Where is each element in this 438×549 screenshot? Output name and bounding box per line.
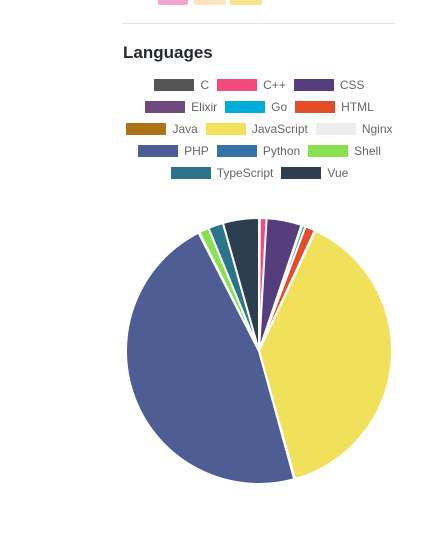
legend-label: Shell	[354, 144, 381, 158]
legend-item[interactable]: Nginx	[315, 122, 393, 136]
legend-swatch	[281, 167, 322, 179]
legend-swatch	[225, 101, 266, 113]
top-badge-strip	[130, 0, 280, 8]
section-title: Languages	[123, 43, 213, 62]
legend-swatch	[138, 145, 179, 157]
legend-item[interactable]: JavaScript	[205, 122, 308, 136]
legend-label: C++	[263, 78, 286, 92]
legend-item[interactable]: Java	[126, 122, 198, 136]
legend-swatch	[315, 123, 356, 135]
legend-label: Java	[172, 122, 198, 136]
legend-swatch	[154, 79, 195, 91]
legend-item[interactable]: Elixir	[145, 100, 217, 114]
legend-row: Elixir Go HTML	[122, 96, 397, 118]
legend-item[interactable]: PHP	[138, 144, 209, 158]
legend-label: Vue	[327, 166, 349, 180]
legend-item[interactable]: Go	[225, 100, 287, 114]
legend-swatch	[293, 79, 334, 91]
legend-item[interactable]: Vue	[281, 166, 348, 180]
legend-label: HTML	[341, 100, 374, 114]
yellow-chip	[230, 0, 262, 5]
legend-label: CSS	[339, 78, 365, 92]
legend-item[interactable]: CSS	[293, 78, 365, 92]
legend-label: Elixir	[191, 100, 218, 114]
legend-label: C	[200, 78, 210, 92]
section-divider	[122, 23, 395, 24]
legend-swatch	[216, 145, 257, 157]
legend-swatch	[205, 123, 246, 135]
legend-swatch	[308, 145, 349, 157]
legend-label: Python	[262, 144, 301, 158]
legend-swatch	[170, 167, 211, 179]
chart-legend: C C++ CSS Elixir Go HTML Java JavaScript Nginx PH…	[122, 74, 397, 184]
legend-item[interactable]: HTML	[295, 100, 374, 114]
legend-swatch	[145, 101, 186, 113]
pie-slice-javascript[interactable]	[257, 229, 393, 481]
legend-label: Go	[271, 100, 288, 114]
pink-chip	[158, 0, 188, 5]
pie-slice-php[interactable]	[125, 231, 296, 485]
legend-row: Java JavaScript Nginx	[122, 118, 397, 140]
legend-row: C C++ CSS	[122, 74, 397, 96]
legend-item[interactable]: Shell	[308, 144, 381, 158]
legend-row: PHP Python Shell	[122, 140, 397, 162]
legend-swatch	[295, 101, 336, 113]
legend-label: Nginx	[361, 122, 393, 136]
legend-label: TypeScript	[216, 166, 274, 180]
legend-label: PHP	[184, 144, 209, 158]
legend-row: TypeScript Vue	[122, 162, 397, 184]
legend-label: JavaScript	[251, 122, 308, 136]
legend-item[interactable]: TypeScript	[170, 166, 274, 180]
peach-chip	[194, 0, 226, 5]
pie-slice-vue[interactable]	[221, 216, 260, 352]
legend-item[interactable]: Python	[216, 144, 301, 158]
legend-item[interactable]: C	[154, 78, 209, 92]
legend-swatch	[217, 79, 258, 91]
legend-swatch	[126, 123, 167, 135]
legend-item[interactable]: C++	[217, 78, 286, 92]
